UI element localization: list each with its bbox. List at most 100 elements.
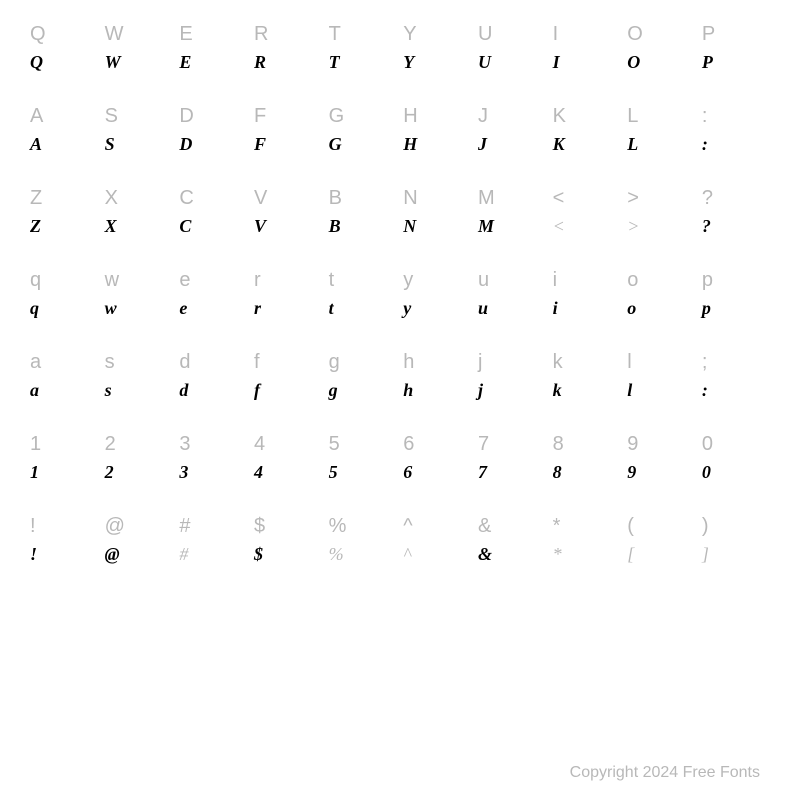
label-row: ZXCVBNM<>? — [30, 184, 770, 212]
char-glyph: ^ — [403, 544, 471, 565]
char-glyph: l — [627, 380, 695, 401]
char-glyph: H — [403, 134, 471, 155]
char-glyph: t — [329, 298, 397, 319]
char-glyph: w — [105, 298, 173, 319]
label-row: !@#$%^&*() — [30, 512, 770, 540]
glyph-row: ZXCVBNM<>? — [30, 212, 770, 240]
char-label: # — [179, 515, 247, 538]
char-label: 1 — [30, 433, 98, 456]
char-label: i — [553, 269, 621, 292]
char-label: a — [30, 351, 98, 374]
char-glyph: 8 — [553, 462, 621, 483]
label-row: ASDFGHJKL: — [30, 102, 770, 130]
glyph-row: QWERTYUIOP — [30, 48, 770, 76]
char-glyph: S — [105, 134, 173, 155]
char-glyph: ? — [702, 216, 770, 237]
char-glyph: r — [254, 298, 322, 319]
char-label: B — [329, 187, 397, 210]
char-glyph: V — [254, 216, 322, 237]
char-label: N — [403, 187, 471, 210]
char-glyph: > — [627, 216, 695, 237]
char-label: < — [553, 187, 621, 210]
char-label: $ — [254, 515, 322, 538]
char-glyph: M — [478, 216, 546, 237]
char-glyph: j — [478, 380, 546, 401]
char-glyph: i — [553, 298, 621, 319]
char-glyph: T — [329, 52, 397, 73]
char-glyph: L — [627, 134, 695, 155]
char-label: E — [179, 23, 247, 46]
char-label: V — [254, 187, 322, 210]
char-label: F — [254, 105, 322, 128]
char-label: S — [105, 105, 173, 128]
char-glyph: Y — [403, 52, 471, 73]
char-glyph: s — [105, 380, 173, 401]
char-label: j — [478, 351, 546, 374]
char-label: P — [702, 23, 770, 46]
char-label: 8 — [553, 433, 621, 456]
char-label: 4 — [254, 433, 322, 456]
char-glyph: G — [329, 134, 397, 155]
char-label: K — [553, 105, 621, 128]
char-glyph: 0 — [702, 462, 770, 483]
char-glyph: 1 — [30, 462, 98, 483]
char-label: 3 — [179, 433, 247, 456]
char-glyph: k — [553, 380, 621, 401]
char-label: G — [329, 105, 397, 128]
char-label: T — [329, 23, 397, 46]
char-label: H — [403, 105, 471, 128]
glyph-row: !@#$%^&*[] — [30, 540, 770, 568]
char-glyph: ! — [30, 544, 98, 565]
char-label: > — [627, 187, 695, 210]
char-label: 6 — [403, 433, 471, 456]
char-label: : — [702, 105, 770, 128]
char-label: ^ — [403, 515, 471, 538]
char-label: 2 — [105, 433, 173, 456]
char-glyph: P — [702, 52, 770, 73]
char-label: Q — [30, 23, 98, 46]
char-glyph: ] — [702, 544, 770, 565]
char-label: R — [254, 23, 322, 46]
char-glyph: N — [403, 216, 471, 237]
char-label: d — [179, 351, 247, 374]
char-glyph: 2 — [105, 462, 173, 483]
char-label: Y — [403, 23, 471, 46]
char-label: p — [702, 269, 770, 292]
char-label: D — [179, 105, 247, 128]
char-glyph: 5 — [329, 462, 397, 483]
char-label: h — [403, 351, 471, 374]
char-label: & — [478, 515, 546, 538]
char-label: ! — [30, 515, 98, 538]
char-glyph: < — [553, 216, 621, 237]
char-label: ( — [627, 515, 695, 538]
char-glyph: 9 — [627, 462, 695, 483]
char-label: y — [403, 269, 471, 292]
char-glyph: F — [254, 134, 322, 155]
char-glyph: a — [30, 380, 98, 401]
glyph-row: asdfghjkl: — [30, 376, 770, 404]
label-row: QWERTYUIOP — [30, 20, 770, 48]
char-label: * — [553, 515, 621, 538]
char-label: M — [478, 187, 546, 210]
char-glyph: B — [329, 216, 397, 237]
char-label: f — [254, 351, 322, 374]
char-glyph: J — [478, 134, 546, 155]
char-glyph: : — [702, 380, 770, 401]
char-label: q — [30, 269, 98, 292]
char-glyph: 6 — [403, 462, 471, 483]
char-glyph: & — [478, 544, 546, 565]
glyph-row: qwertyuiop — [30, 294, 770, 322]
char-glyph: % — [329, 544, 397, 565]
char-glyph: 4 — [254, 462, 322, 483]
char-label: @ — [105, 515, 173, 538]
char-glyph: 7 — [478, 462, 546, 483]
char-glyph: u — [478, 298, 546, 319]
char-label: O — [627, 23, 695, 46]
char-label: J — [478, 105, 546, 128]
char-label: r — [254, 269, 322, 292]
copyright-text: Copyright 2024 Free Fonts — [570, 764, 760, 782]
label-row: qwertyuiop — [30, 266, 770, 294]
char-label: t — [329, 269, 397, 292]
char-label: I — [553, 23, 621, 46]
char-glyph: h — [403, 380, 471, 401]
